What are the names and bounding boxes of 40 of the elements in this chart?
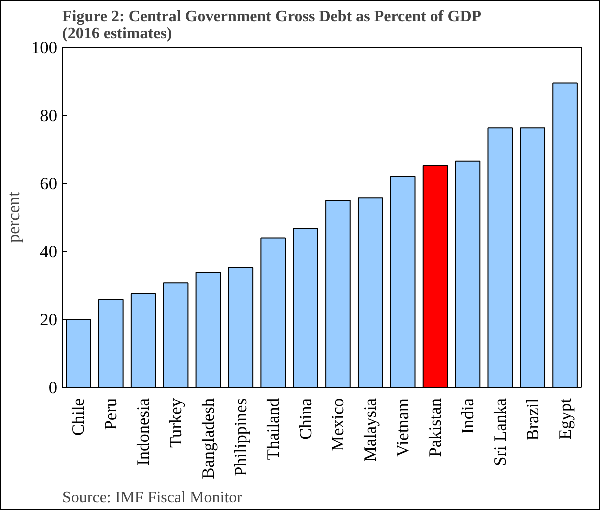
y-tick-label: 100 xyxy=(32,38,58,58)
x-tick-label: Turkey xyxy=(166,398,186,448)
bar xyxy=(358,198,384,388)
bar xyxy=(488,128,514,388)
x-tick-label: Brazil xyxy=(523,398,542,441)
bar xyxy=(196,272,222,388)
x-tick-label: Vietnam xyxy=(394,398,413,458)
y-tick-label: 60 xyxy=(40,174,58,194)
bar xyxy=(326,200,351,388)
bar xyxy=(520,128,546,388)
bar xyxy=(293,228,318,388)
source-note: Source: IMF Fiscal Monitor xyxy=(62,490,244,506)
x-tick-label: Egypt xyxy=(556,398,575,440)
x-tick-label: China xyxy=(296,398,316,440)
bar xyxy=(422,165,448,388)
bar xyxy=(552,82,578,388)
x-tick-label: Philippines xyxy=(231,398,250,476)
x-tick-label: Malaysia xyxy=(361,398,380,462)
x-tick-label: Peru xyxy=(102,398,121,430)
x-tick-label: Chile xyxy=(69,398,88,436)
chart-title: Figure 2: Central Government Gross Debt as Percent of GDP (2016 estimates) xyxy=(62,8,482,42)
x-tick-label: Mexico xyxy=(328,398,348,452)
bar xyxy=(98,299,124,388)
bar xyxy=(390,176,416,388)
bar xyxy=(163,282,189,388)
y-tick-label: 0 xyxy=(48,378,58,398)
y-tick-label: 40 xyxy=(40,242,58,262)
y-tick-label: 20 xyxy=(40,310,58,330)
bar xyxy=(455,160,481,388)
y-axis-title: percent xyxy=(4,192,24,243)
y-tick-label: 80 xyxy=(40,106,58,126)
bar xyxy=(130,294,156,388)
x-tick-label: Sri Lanka xyxy=(490,398,510,466)
x-tick-label: Bangladesh xyxy=(198,398,218,480)
bar xyxy=(260,238,286,388)
bar xyxy=(228,267,254,388)
x-tick-label: Thailand xyxy=(264,398,283,460)
x-tick-label: Pakistan xyxy=(426,398,446,458)
x-tick-label: Indonesia xyxy=(134,398,154,466)
x-tick-label: India xyxy=(458,398,478,434)
